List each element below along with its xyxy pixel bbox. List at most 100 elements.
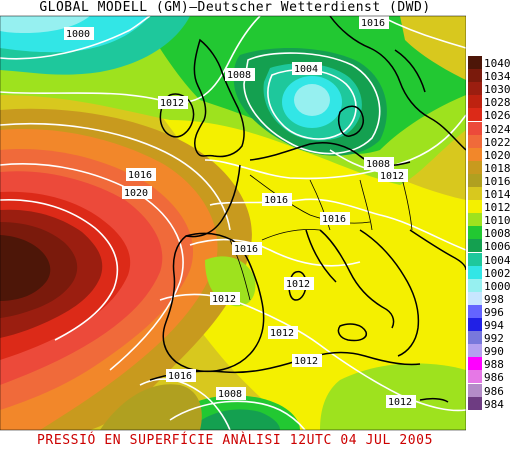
legend-entry: 1018 [466,160,520,175]
isobar-label: 1016 [128,170,152,181]
legend-label: 1002 [484,266,511,280]
legend-entry: 1002 [466,265,520,280]
legend-label: 1024 [484,122,511,136]
legend-label: 1008 [484,227,511,241]
legend-label: 1040 [484,57,511,70]
isobar-label: 1008 [366,159,390,170]
legend-swatch [468,304,482,318]
legend-swatch [468,265,482,279]
legend-swatch [468,69,482,83]
isobar-label: 1016 [264,195,288,206]
legend-entry: 1030 [466,82,520,96]
map-title: GLOBAL MODELL (GM)—Deutscher Wetterdiens… [39,0,431,15]
isobar-label: 1012 [294,356,318,367]
isobar-label: 1016 [168,371,192,382]
legend-label: 986 [484,371,504,385]
legend-label: 1014 [484,188,511,201]
legend-swatch [468,160,482,174]
legend-label: 1022 [484,135,511,149]
legend-label: 1034 [484,70,511,84]
legend-entry: 1026 [466,108,520,122]
isobar-label: 1016 [361,18,385,29]
legend-swatch [468,278,482,292]
legend-entry: 1010 [466,213,520,227]
legend-swatch [468,383,482,397]
isobar-label: 1012 [380,171,404,182]
legend-swatch [468,331,482,345]
legend-swatch [468,134,482,148]
field-1000-center [294,84,330,116]
field-1006-africa [190,409,280,430]
legend-label: 984 [484,397,504,411]
legend-entry: 988 [466,357,520,371]
isobar-label: 1012 [270,328,294,339]
legend-swatch [468,147,482,161]
isobar-label: 1008 [227,70,251,81]
legend-swatch [468,226,482,240]
legend-swatch [468,213,482,227]
legend-label: 1016 [484,174,511,188]
legend-swatch [468,187,482,201]
legend-swatch [468,95,482,109]
legend-label: 994 [484,319,504,332]
legend-label: 1020 [484,148,511,162]
legend-label: 1018 [484,161,511,175]
isobar-label: 1012 [160,98,184,109]
legend-entry: 1008 [466,226,520,240]
legend-entry: 986 [466,370,520,384]
legend-label: 990 [484,345,504,359]
field-1034-high [0,235,51,301]
isobar-label: 1016 [234,244,258,255]
legend-label: 992 [484,332,504,346]
legend-entry: 996 [466,304,520,319]
legend-entry: 984 [466,396,520,411]
legend-entry: 1004 [466,252,520,267]
legend-swatch [468,370,482,384]
legend-entry: 986 [466,383,520,398]
legend-swatch [468,121,482,135]
legend-swatch [468,173,482,187]
legend-swatch [468,82,482,96]
legend-entry: 1020 [466,147,520,162]
isobar-label: 1000 [66,29,90,40]
pressure-map: 1000 1016 1008 1004 1012 1008 1012 1016 … [0,15,466,431]
isobar-label: 1004 [294,64,318,75]
legend-swatch [468,200,482,214]
legend-swatch [468,108,482,122]
legend-swatch [468,291,482,305]
legend-entry: 990 [466,344,520,358]
legend-entry: 1034 [466,69,520,83]
legend-swatch [468,239,482,253]
legend-entry: 998 [466,291,520,306]
legend-label: 996 [484,305,504,319]
legend-label: 1030 [484,83,511,97]
legend-swatch [468,344,482,358]
legend-swatch [468,357,482,371]
legend-entry: 992 [466,331,520,345]
legend-entry: 1040 [466,56,520,70]
legend-label: 1012 [484,201,511,215]
legend-swatch [468,396,482,410]
isobar-label: 1016 [322,214,346,225]
legend-entry: 994 [466,318,520,332]
isobar-label: 1012 [388,397,412,408]
legend-label: 1028 [484,96,511,110]
field-996-nw [0,16,90,33]
legend-entry: 1028 [466,95,520,109]
legend-label: 1006 [484,240,511,254]
isobar-label: 1012 [286,279,310,290]
isobar-label: 1020 [124,188,148,199]
isobar-labels: 1000 1016 1008 1004 1012 1008 1012 1016 … [64,16,416,408]
legend-label: 1000 [484,279,511,293]
legend-entry: 1000 [466,278,520,293]
legend-label: 1010 [484,214,511,228]
legend-swatch [468,56,482,70]
legend-swatch [468,252,482,266]
legend-entry: 1022 [466,134,520,149]
legend-swatch [468,318,482,332]
legend-label: 1026 [484,109,511,123]
legend-entry: 1012 [466,200,520,214]
legend-entry: 1016 [466,173,520,188]
legend-entry: 1006 [466,239,520,253]
legend-label: 998 [484,292,504,306]
